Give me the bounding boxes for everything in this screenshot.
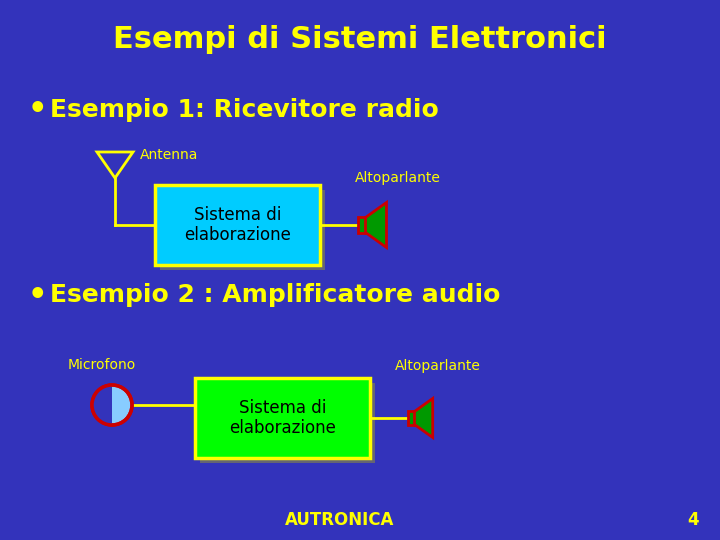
Text: Esempi di Sistemi Elettronici: Esempi di Sistemi Elettronici — [113, 25, 607, 55]
Text: Altoparlante: Altoparlante — [355, 171, 441, 185]
Polygon shape — [408, 411, 415, 425]
FancyBboxPatch shape — [200, 383, 375, 463]
FancyBboxPatch shape — [155, 185, 320, 265]
Text: Esempio 1: Ricevitore radio: Esempio 1: Ricevitore radio — [50, 98, 438, 122]
Polygon shape — [92, 385, 112, 425]
Text: 4: 4 — [687, 511, 699, 529]
Text: Antenna: Antenna — [140, 148, 199, 162]
Text: Esempio 2 : Amplificatore audio: Esempio 2 : Amplificatore audio — [50, 283, 500, 307]
Polygon shape — [366, 202, 387, 247]
Polygon shape — [358, 217, 366, 233]
Text: Sistema di
elaborazione: Sistema di elaborazione — [184, 206, 291, 245]
Text: Microfono: Microfono — [68, 358, 136, 372]
Text: •: • — [28, 96, 48, 125]
Circle shape — [92, 385, 132, 425]
Text: Sistema di
elaborazione: Sistema di elaborazione — [229, 399, 336, 437]
Text: Altoparlante: Altoparlante — [395, 359, 481, 373]
FancyBboxPatch shape — [160, 190, 325, 270]
FancyBboxPatch shape — [195, 378, 370, 458]
Polygon shape — [415, 399, 433, 437]
Text: •: • — [28, 280, 48, 309]
Text: AUTRONICA: AUTRONICA — [285, 511, 395, 529]
